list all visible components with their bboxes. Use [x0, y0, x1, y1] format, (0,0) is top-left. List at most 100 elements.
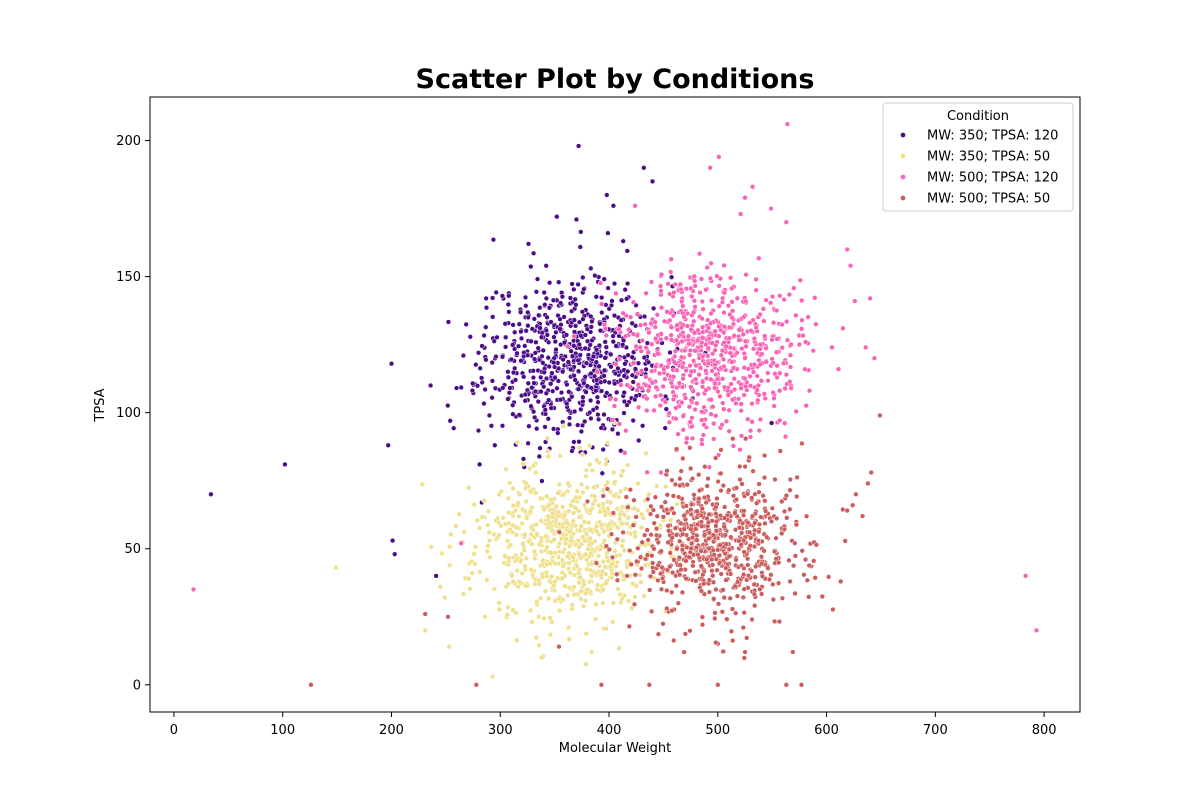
data-point — [699, 316, 705, 322]
data-point — [514, 350, 520, 356]
data-point — [634, 311, 641, 317]
data-point — [637, 322, 644, 328]
data-point — [672, 348, 679, 354]
data-point — [508, 356, 515, 363]
data-point — [625, 598, 632, 604]
data-point — [770, 389, 776, 396]
data-point — [594, 582, 601, 588]
data-point — [624, 296, 630, 302]
data-point — [715, 601, 722, 607]
data-point — [610, 600, 617, 606]
data-point — [810, 348, 816, 354]
data-point — [557, 316, 563, 322]
data-point — [510, 578, 516, 585]
data-point — [626, 623, 633, 630]
data-point — [504, 612, 510, 618]
data-point — [529, 385, 535, 391]
data-point — [658, 392, 664, 398]
data-point — [663, 406, 669, 412]
data-point — [687, 419, 693, 425]
data-point — [653, 384, 659, 391]
data-point — [1022, 573, 1029, 579]
data-point — [471, 551, 477, 557]
data-point — [595, 553, 602, 559]
data-point — [658, 305, 665, 311]
data-point — [747, 434, 754, 440]
data-point — [743, 383, 749, 390]
data-point — [736, 538, 742, 544]
data-point — [699, 441, 705, 447]
data-point — [721, 262, 727, 269]
data-point — [713, 518, 719, 525]
data-point — [506, 520, 512, 526]
data-point — [574, 563, 580, 569]
data-point — [734, 593, 741, 599]
data-point — [787, 379, 793, 385]
data-point — [719, 299, 726, 305]
data-point — [689, 435, 696, 442]
data-point — [477, 365, 483, 371]
data-point — [630, 299, 637, 305]
data-point — [541, 615, 547, 622]
data-point — [667, 517, 674, 523]
data-point — [793, 312, 799, 319]
data-point — [717, 512, 724, 519]
data-point — [673, 416, 679, 422]
data-point — [569, 353, 576, 359]
data-point — [788, 385, 794, 391]
data-point — [707, 275, 714, 282]
data-point — [543, 569, 550, 575]
data-point — [569, 448, 575, 454]
data-point — [521, 374, 527, 380]
data-point — [656, 370, 663, 377]
data-point — [540, 557, 546, 564]
data-point — [721, 406, 727, 412]
x-tick-label: 600 — [814, 723, 839, 738]
data-point — [479, 379, 485, 386]
data-point — [510, 322, 516, 328]
data-point — [529, 619, 535, 625]
data-point — [597, 327, 604, 334]
data-point — [718, 352, 724, 358]
data-point — [668, 332, 674, 338]
data-point — [740, 624, 746, 631]
data-point — [592, 272, 598, 279]
chart-title: Scatter Plot by Conditions — [416, 64, 815, 95]
data-point — [655, 351, 661, 357]
data-point — [578, 523, 584, 529]
data-point — [770, 320, 777, 326]
data-point — [746, 529, 753, 535]
data-point — [721, 515, 728, 521]
data-point — [643, 450, 649, 456]
data-point — [618, 448, 624, 454]
data-point — [684, 482, 690, 488]
data-point — [727, 350, 733, 356]
data-point — [844, 246, 850, 253]
data-point — [591, 484, 597, 491]
data-point — [598, 425, 604, 431]
data-point — [712, 347, 718, 353]
data-point — [543, 390, 549, 396]
data-point — [748, 535, 754, 541]
data-point — [479, 514, 485, 520]
data-point — [729, 285, 735, 292]
data-point — [784, 337, 791, 343]
data-point — [744, 556, 751, 562]
data-point — [784, 318, 790, 325]
data-point — [544, 314, 550, 320]
data-point — [647, 573, 654, 580]
data-point — [705, 345, 711, 351]
data-point — [743, 298, 749, 304]
data-point — [533, 289, 540, 295]
data-point — [654, 483, 660, 489]
data-point — [584, 485, 590, 491]
data-point — [712, 455, 719, 461]
data-point — [333, 565, 339, 571]
data-point — [672, 353, 678, 360]
data-point — [520, 541, 526, 547]
data-point — [533, 634, 539, 641]
y-tick-label: 100 — [116, 406, 141, 421]
data-point — [669, 569, 676, 576]
data-point — [610, 417, 616, 423]
